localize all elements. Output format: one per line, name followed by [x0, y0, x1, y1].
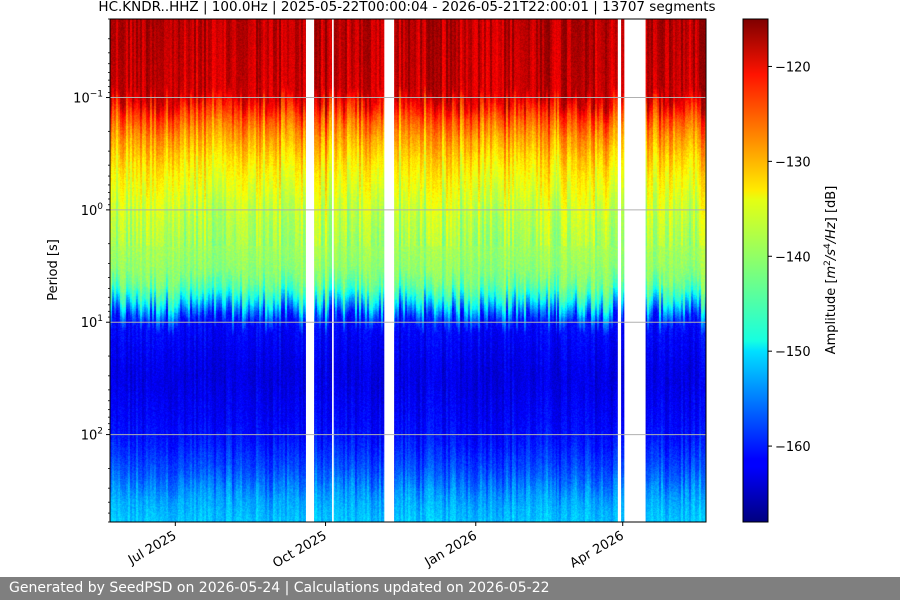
colorbar-tick-label: −160: [775, 440, 811, 455]
y-tick-label: 101: [81, 314, 103, 331]
footer-bar: Generated by SeedPSD on 2026-05-24 | Cal…: [0, 577, 900, 600]
data-gaps: [305, 19, 646, 522]
x-tick-label: Jan 2026: [422, 528, 480, 570]
spectrogram-plot-area: Jul 2025 Oct 2025 Jan 2026 Apr 2026 10−1 100…: [46, 18, 707, 571]
psd-heatmap-image: [110, 19, 706, 522]
colorbar-tick-label: −150: [775, 345, 811, 360]
x-axis: Jul 2025 Oct 2025 Jan 2026 Apr 2026: [125, 522, 627, 571]
colorbar-label: Amplitude [m2/s4/Hz] [dB]: [823, 186, 839, 355]
colorbar-gradient: [743, 19, 768, 522]
data-gap: [332, 19, 334, 522]
plot-frame: [109, 18, 707, 523]
data-gap: [624, 19, 646, 522]
colorbar-tick-label: −120: [775, 60, 811, 75]
chart-title: HC.KNDR..HHZ | 100.0Hz | 2025-05-22T00:0…: [98, 0, 716, 15]
y-tick-label: 100: [81, 202, 104, 219]
colorbar: −120 −130 −140 −150 −160 Amplitude [m2/s4/Hz…: [742, 18, 839, 523]
colorbar-ticks: −120 −130 −140 −150 −160: [768, 60, 811, 455]
colorbar-frame: [742, 18, 769, 523]
data-gap: [305, 19, 315, 522]
footer-text: Generated by SeedPSD on 2026-05-24 | Cal…: [9, 580, 550, 596]
horizontal-gridlines: [110, 97, 706, 436]
colorbar-tick-label: −130: [775, 155, 811, 170]
y-tick-label: 102: [81, 427, 103, 444]
data-gap: [617, 19, 622, 522]
x-tick-label: Oct 2025: [270, 528, 329, 571]
y-tick-label: 10−1: [73, 90, 103, 107]
x-tick-label: Apr 2026: [568, 528, 627, 571]
y-axis-label: Period [s]: [46, 239, 61, 301]
x-tick-label: Jul 2025: [125, 528, 179, 568]
data-gap: [384, 19, 395, 522]
colorbar-tick-label: −140: [775, 250, 811, 265]
y-axis: 10−1 100 101 102: [73, 18, 110, 523]
psd-spectrogram-figure: Jul 2025 Oct 2025 Jan 2026 Apr 2026 10−1 100…: [46, 18, 839, 571]
